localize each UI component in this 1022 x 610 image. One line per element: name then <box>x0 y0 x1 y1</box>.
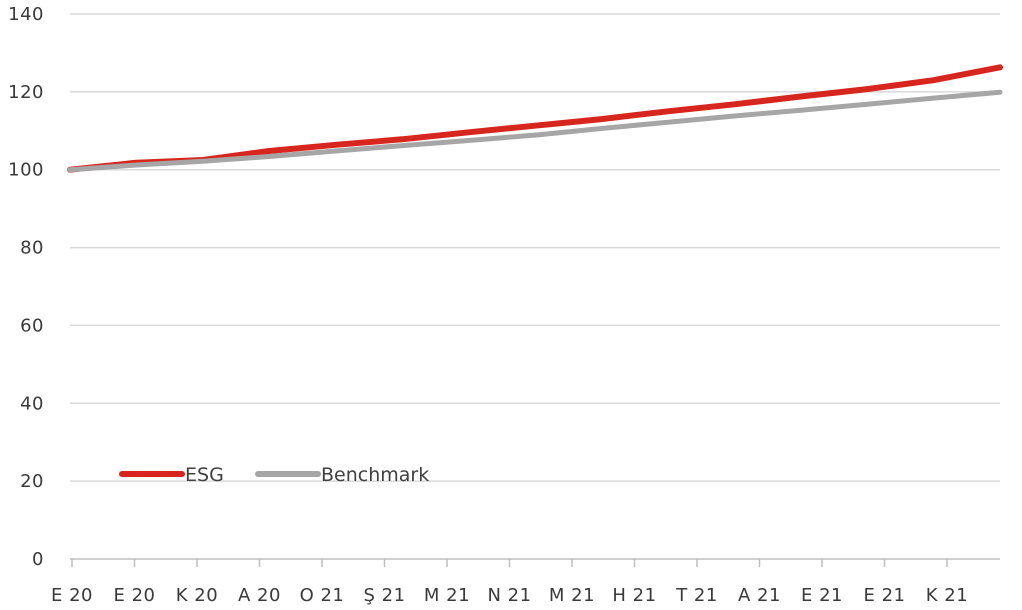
series-line-esg <box>67 64 1003 173</box>
data-point-benchmark <box>800 109 802 111</box>
data-point-esg <box>600 118 602 120</box>
data-point-esg <box>733 103 735 105</box>
data-point-benchmark <box>667 121 669 123</box>
data-point-benchmark <box>202 160 204 162</box>
x-tick-label: E 20 <box>51 585 93 606</box>
y-tick-label: 20 <box>20 471 44 492</box>
x-tick-label: N 21 <box>487 585 531 606</box>
data-point-benchmark <box>468 140 470 141</box>
data-point-esg <box>401 138 403 140</box>
x-tick-label: K 21 <box>926 585 968 606</box>
x-axis-tick-labels: E 20 E 20 K 20 A 20 O 21 Ş 21 M 21 N 21 M 21 H 21… <box>51 585 968 606</box>
data-point-esg <box>999 66 1001 68</box>
legend: ESG Benchmark <box>119 464 429 486</box>
y-tick-label: 60 <box>20 315 44 336</box>
x-tick-label: H 21 <box>612 585 656 606</box>
data-point-benchmark <box>335 150 337 152</box>
x-tick-label: T 21 <box>675 585 718 606</box>
data-point-esg <box>534 125 536 127</box>
x-tick-label: M 21 <box>424 585 470 606</box>
data-point-esg <box>335 144 337 146</box>
y-tick-label: 120 <box>8 82 44 103</box>
data-point-esg <box>866 88 868 90</box>
data-point-esg <box>468 131 470 133</box>
x-tick-label: A 20 <box>238 585 281 606</box>
data-point-benchmark <box>135 164 137 166</box>
data-point-benchmark <box>268 156 270 157</box>
data-point-esg <box>800 96 802 97</box>
data-point-benchmark <box>69 169 71 171</box>
data-point-esg <box>268 150 270 152</box>
x-tick-label: E 21 <box>864 585 906 606</box>
data-point-benchmark <box>733 115 735 117</box>
y-tick-label: 100 <box>8 160 44 181</box>
y-tick-label: 0 <box>32 549 44 570</box>
x-tick-label: E 20 <box>114 585 156 606</box>
legend-label-benchmark: Benchmark <box>321 464 429 486</box>
x-tick-label: Ş 21 <box>363 585 405 606</box>
data-point-benchmark <box>866 103 868 105</box>
x-tick-label: E 21 <box>801 585 843 606</box>
x-axis <box>70 558 1000 567</box>
series-lines <box>67 64 1003 173</box>
y-axis-tick-labels: 0 20 40 60 80 100 120 140 <box>8 4 44 570</box>
data-point-benchmark <box>600 128 602 129</box>
y-tick-label: 40 <box>20 393 44 414</box>
legend-label-esg: ESG <box>185 464 224 486</box>
x-tick-label: A 21 <box>738 585 781 606</box>
x-tick-label: K 20 <box>176 585 218 606</box>
x-tick-label: M 21 <box>549 585 595 606</box>
data-point-benchmark <box>933 97 935 99</box>
data-point-benchmark <box>999 91 1001 93</box>
y-tick-label: 80 <box>20 238 44 259</box>
data-point-benchmark <box>534 134 536 136</box>
x-tick-label: O 21 <box>300 585 345 606</box>
gridlines <box>70 13 1000 482</box>
data-point-esg <box>933 79 935 81</box>
data-point-esg <box>667 110 669 112</box>
data-point-benchmark <box>401 145 403 147</box>
y-tick-label: 140 <box>8 4 44 25</box>
